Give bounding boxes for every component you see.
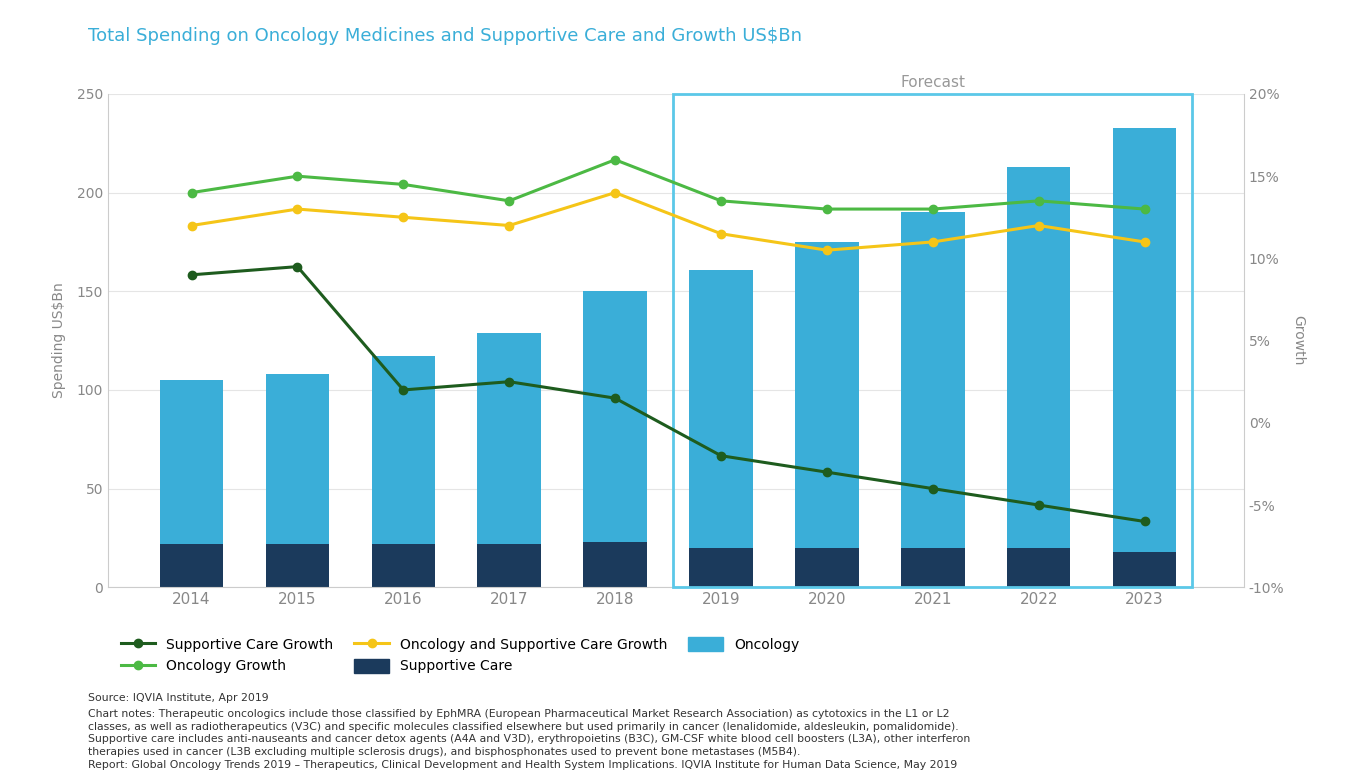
Oncology and Supportive Care Growth	[289, 204, 306, 214]
Oncology and Supportive Care Growth	[1030, 221, 1046, 230]
Supportive Care Growth	[395, 385, 411, 395]
Legend: Supportive Care Growth, Oncology Growth, Oncology and Supportive Care Growth, Su: Supportive Care Growth, Oncology Growth,…	[115, 631, 806, 679]
Text: Forecast: Forecast	[900, 75, 965, 90]
Y-axis label: Spending US$Bn: Spending US$Bn	[51, 283, 66, 399]
Supportive Care Growth	[819, 467, 836, 477]
Text: classes, as well as radiotherapeutics (V3C) and specific molecules classified el: classes, as well as radiotherapeutics (V…	[88, 722, 959, 732]
Supportive Care Growth	[184, 270, 200, 280]
Text: Total Spending on Oncology Medicines and Supportive Care and Growth US$Bn: Total Spending on Oncology Medicines and…	[88, 27, 802, 45]
Supportive Care Growth	[1030, 500, 1046, 510]
Bar	[372, 356, 435, 544]
Supportive Care Growth	[1137, 517, 1153, 526]
Bar	[477, 333, 541, 544]
Text: Chart notes: Therapeutic oncologics include those classified by EphMRA (European: Chart notes: Therapeutic oncologics incl…	[88, 709, 949, 720]
Oncology Growth	[607, 155, 623, 164]
Line: Supportive Care Growth: Supportive Care Growth	[188, 262, 1149, 525]
Bar	[266, 544, 329, 587]
Text: Source: IQVIA Institute, Apr 2019: Source: IQVIA Institute, Apr 2019	[88, 693, 269, 703]
Oncology and Supportive Care Growth	[502, 221, 518, 230]
Bar	[266, 374, 329, 544]
Bar	[1007, 548, 1071, 587]
Bar	[160, 544, 223, 587]
Bar	[690, 548, 753, 587]
Line: Oncology and Supportive Care Growth: Oncology and Supportive Care Growth	[188, 189, 1149, 254]
Bar	[583, 291, 646, 542]
Oncology and Supportive Care Growth	[819, 246, 836, 255]
Oncology and Supportive Care Growth	[1137, 237, 1153, 247]
Oncology and Supportive Care Growth	[184, 221, 200, 230]
Bar	[1007, 167, 1071, 548]
Text: therapies used in cancer (L3B excluding multiple sclerosis drugs), and bisphosph: therapies used in cancer (L3B excluding …	[88, 747, 800, 757]
Oncology and Supportive Care Growth	[713, 229, 729, 238]
Bar	[160, 380, 223, 544]
Supportive Care Growth	[607, 394, 623, 403]
Oncology and Supportive Care Growth	[395, 212, 411, 222]
Bar	[795, 242, 859, 548]
Oncology Growth	[1137, 204, 1153, 214]
Oncology Growth	[184, 188, 200, 197]
Bar	[477, 544, 541, 587]
Oncology Growth	[395, 180, 411, 189]
Text: Report: Global Oncology Trends 2019 – Therapeutics, Clinical Development and Hea: Report: Global Oncology Trends 2019 – Th…	[88, 760, 957, 770]
Line: Oncology Growth: Oncology Growth	[188, 156, 1149, 213]
Y-axis label: Growth: Growth	[1291, 316, 1305, 366]
Supportive Care Growth	[713, 451, 729, 460]
Oncology Growth	[1030, 197, 1046, 206]
Bar	[690, 269, 753, 548]
Bar	[900, 548, 964, 587]
Bar	[900, 212, 964, 548]
Bar	[372, 544, 435, 587]
Bar	[1113, 128, 1176, 552]
Oncology and Supportive Care Growth	[925, 237, 941, 247]
Bar	[1113, 552, 1176, 587]
Oncology Growth	[289, 171, 306, 181]
Oncology and Supportive Care Growth	[607, 188, 623, 197]
Supportive Care Growth	[502, 377, 518, 387]
Supportive Care Growth	[289, 262, 306, 272]
Supportive Care Growth	[925, 484, 941, 493]
Oncology Growth	[713, 197, 729, 206]
Text: Supportive care includes anti-nauseants and cancer detox agents (A4A and V3D), e: Supportive care includes anti-nauseants …	[88, 734, 971, 745]
Bar	[795, 548, 859, 587]
Oncology Growth	[819, 204, 836, 214]
Oncology Growth	[502, 197, 518, 206]
Bar	[583, 542, 646, 587]
Oncology Growth	[925, 204, 941, 214]
